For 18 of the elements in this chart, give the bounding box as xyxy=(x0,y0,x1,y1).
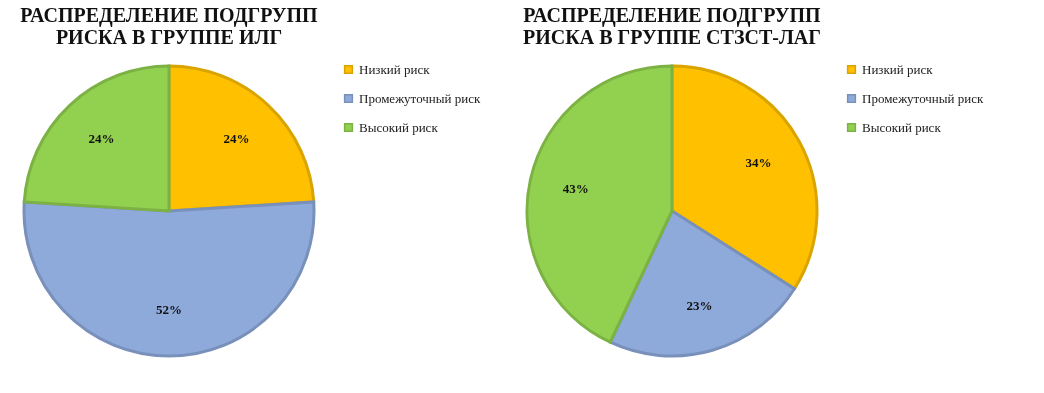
data-label: 24% xyxy=(223,131,250,147)
legend-label: Промежуточный риск xyxy=(359,90,481,106)
legend-label: Промежуточный риск xyxy=(862,90,984,106)
pie-slice xyxy=(525,64,674,344)
data-label: 52% xyxy=(156,301,182,317)
pie-slice xyxy=(22,64,171,213)
chart-title: РАСПРЕДЕЛЕНИЕ ПОДГРУПП РИСКА В ГРУППЕ СТЗСТ-ЛАГ xyxy=(523,4,822,48)
pie-slice xyxy=(608,209,796,358)
legend-label: Высокий риск xyxy=(862,119,942,135)
data-label: 24% xyxy=(88,131,115,147)
data-label: 43% xyxy=(562,181,589,197)
pie-slice xyxy=(22,200,316,358)
legend-label: Высокий риск xyxy=(359,119,439,135)
data-label: 23% xyxy=(686,297,713,313)
legend-label: Низкий риск xyxy=(359,61,431,77)
chart-title: РАСПРЕДЕЛЕНИЕ ПОДГРУПП РИСКА В ГРУППЕ ИЛГ xyxy=(20,4,319,48)
legend-label: Низкий риск xyxy=(862,61,934,77)
data-label: 34% xyxy=(745,155,772,171)
